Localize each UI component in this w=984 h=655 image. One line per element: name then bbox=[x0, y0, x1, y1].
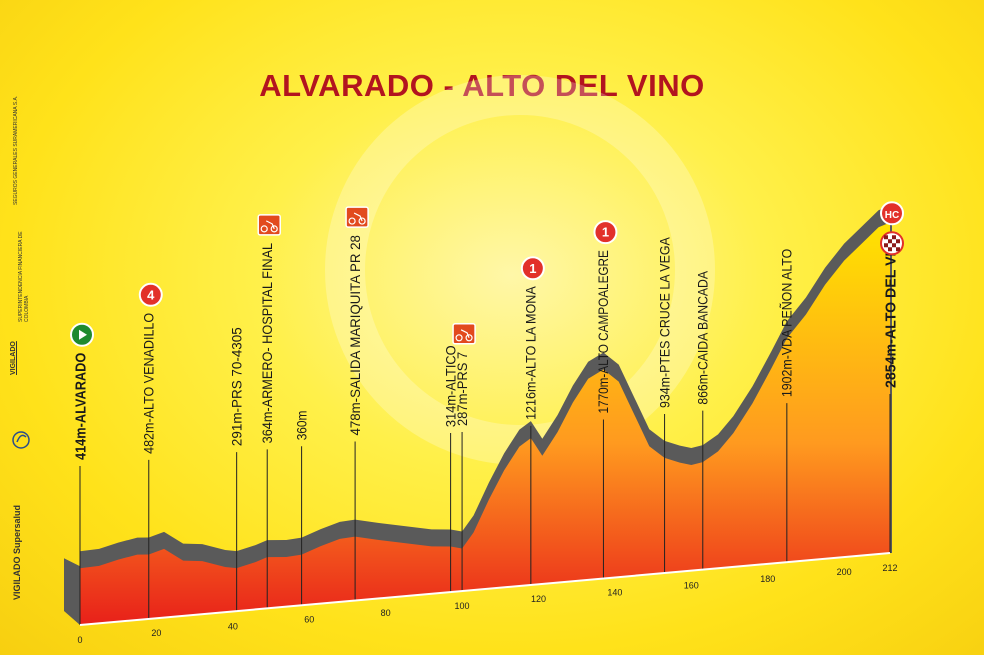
waypoint-label: 1216m-ALTO LA MONA bbox=[524, 286, 539, 420]
x-tick-label: 212 bbox=[882, 563, 897, 573]
profile-left-wall bbox=[64, 558, 80, 625]
x-tick-label: 60 bbox=[304, 615, 314, 625]
sprint-bike-icon bbox=[257, 214, 281, 236]
climb-category-text: HC bbox=[885, 210, 899, 221]
profile-edge-band bbox=[80, 205, 890, 569]
waypoint-label: 1770m-ALTO CAMPOALEGRE bbox=[596, 250, 611, 413]
waypoint-label: 360m bbox=[294, 411, 309, 441]
background-ring bbox=[325, 75, 715, 465]
checker-square bbox=[884, 235, 888, 240]
bike-rider-icon bbox=[353, 212, 363, 222]
checker-square bbox=[896, 247, 900, 252]
waypoint-label: 287m-PRS 7 bbox=[455, 352, 470, 426]
checker-square bbox=[888, 247, 892, 252]
play-icon bbox=[79, 329, 87, 340]
checker-square bbox=[884, 243, 888, 248]
climb-category-badge bbox=[520, 256, 545, 281]
checker-square bbox=[888, 239, 892, 244]
bike-rider-icon bbox=[460, 329, 470, 339]
checker-square bbox=[892, 243, 896, 248]
waypoint-label: 414m-ALVARADO bbox=[72, 352, 89, 460]
waypoint-label: 314m-ALTICO bbox=[443, 345, 458, 427]
waypoint-label: 866m-CAIDA BANCADA bbox=[696, 271, 711, 405]
bike-wheel-icon bbox=[348, 217, 356, 225]
waypoint-label: 291m-PRS 70-4305 bbox=[229, 327, 244, 446]
x-tick-label: 120 bbox=[531, 594, 546, 604]
climb-category-text: 1 bbox=[602, 225, 609, 240]
bike-wheel-icon bbox=[270, 225, 278, 233]
x-tick-label: 140 bbox=[607, 587, 622, 597]
bike-wheel-icon bbox=[455, 334, 463, 342]
x-tick-label: 40 bbox=[228, 621, 238, 631]
climb-category-text: 1 bbox=[529, 261, 536, 276]
climb-category-badge bbox=[880, 201, 904, 226]
checker-square bbox=[896, 239, 900, 244]
x-tick-label: 160 bbox=[684, 581, 699, 591]
profile-area bbox=[80, 220, 890, 625]
waypoint-label: 482m-ALTO VENADILLO bbox=[141, 313, 156, 454]
waypoint-label: 2854m-ALTO DEL VINO bbox=[882, 231, 899, 388]
climb-category-badge bbox=[593, 220, 618, 245]
page-title: ALVARADO - ALTO DEL VINO bbox=[259, 68, 705, 103]
bike-rider-icon bbox=[265, 220, 275, 230]
bike-wheel-icon bbox=[358, 217, 366, 225]
x-tick-label: 100 bbox=[455, 601, 470, 611]
waypoint-label: 364m-ARMERO- HOSPITAL FINAL bbox=[260, 242, 275, 443]
waypoint-label: 934m-PTES CRUCE LA VEGA bbox=[657, 237, 672, 408]
climb-category-badge bbox=[138, 282, 163, 307]
sprint-bike-icon bbox=[345, 206, 369, 228]
waypoint-label: 478m-SALIDA MARIQUITA PR 28 bbox=[348, 235, 363, 435]
waypoint-label: 1902m-VDA PEÑON ALTO bbox=[780, 249, 795, 398]
bike-wheel-icon bbox=[465, 334, 473, 342]
climb-category-text: 4 bbox=[147, 287, 155, 302]
x-tick-label: 80 bbox=[381, 608, 391, 618]
x-axis-baseline bbox=[79, 552, 891, 626]
x-tick-label: 20 bbox=[151, 628, 161, 638]
sprint-bike-icon bbox=[452, 323, 476, 345]
x-tick-label: 180 bbox=[760, 574, 775, 584]
supersalud-icon bbox=[12, 431, 30, 449]
x-tick-label: 200 bbox=[837, 567, 852, 577]
x-tick-label: 0 bbox=[77, 635, 82, 645]
checker-square bbox=[892, 235, 896, 240]
bike-wheel-icon bbox=[260, 225, 268, 233]
